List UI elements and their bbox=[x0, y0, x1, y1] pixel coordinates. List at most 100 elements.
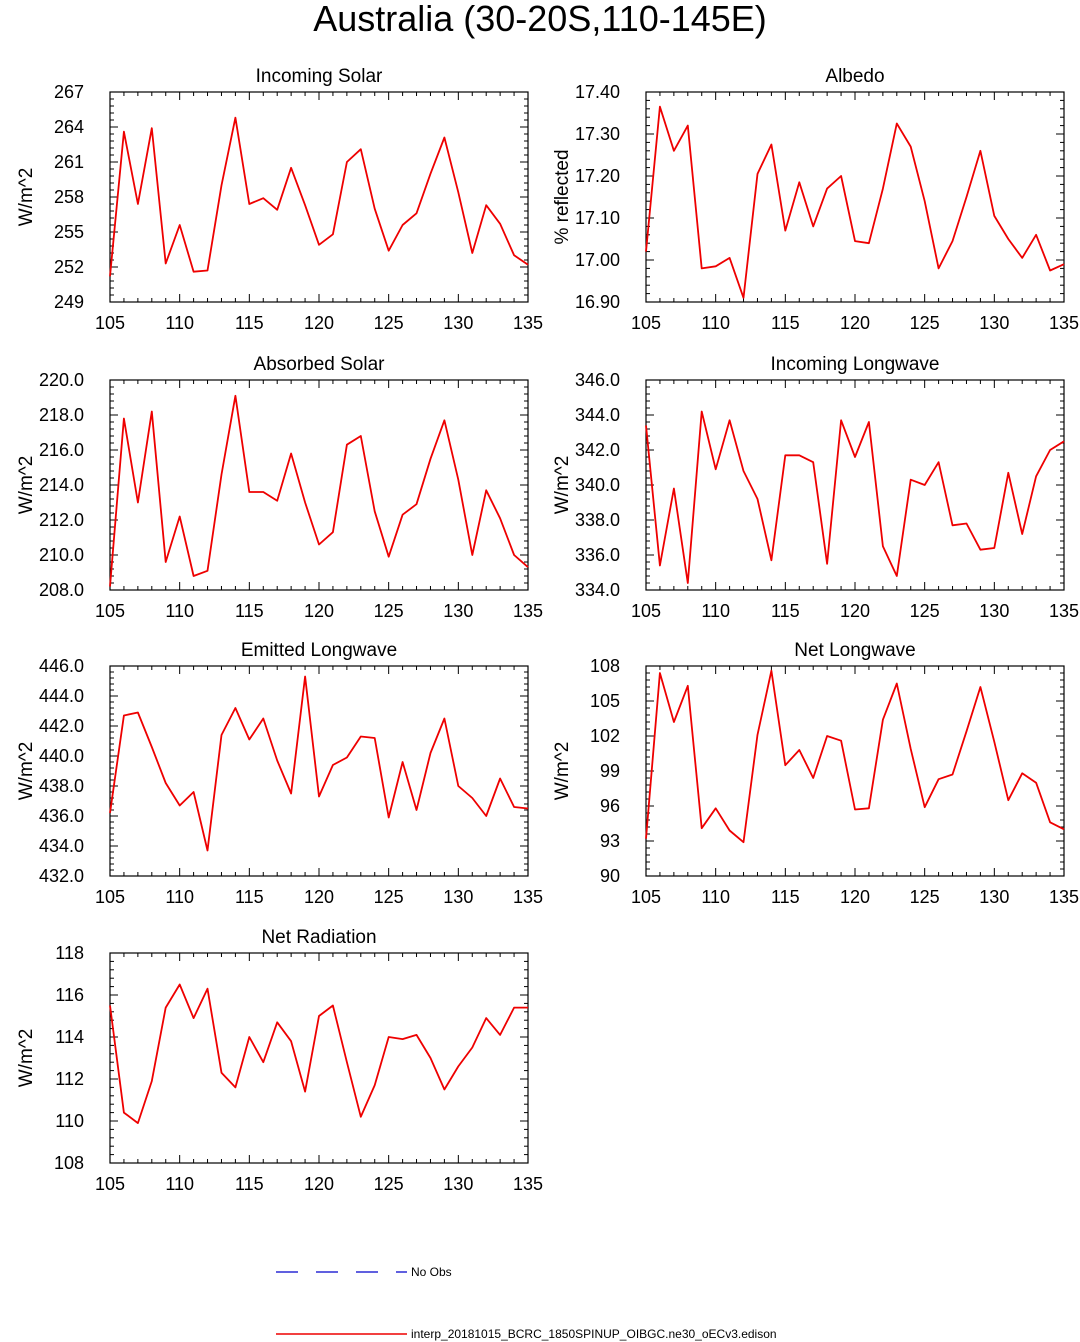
x-tick-label: 135 bbox=[513, 601, 543, 621]
x-tick-label: 105 bbox=[95, 1174, 125, 1194]
y-tick-label: 442.0 bbox=[39, 716, 84, 736]
obs-legend-label: No Obs bbox=[411, 1265, 452, 1279]
y-tick-label: 336.0 bbox=[575, 545, 620, 565]
series-line bbox=[645, 410, 1065, 584]
y-tick-label: 340.0 bbox=[575, 475, 620, 495]
panel-title: Emitted Longwave bbox=[241, 640, 397, 661]
x-tick-label: 110 bbox=[165, 313, 194, 333]
y-axis-label: W/m^2 bbox=[552, 456, 573, 515]
y-tick-label: 17.30 bbox=[575, 124, 620, 144]
x-tick-label: 135 bbox=[513, 1174, 543, 1194]
y-tick-label: 432.0 bbox=[39, 866, 84, 886]
series-line bbox=[109, 394, 529, 587]
y-axis-label: % reflected bbox=[552, 149, 573, 244]
x-tick-label: 135 bbox=[513, 887, 543, 907]
figure-title: Australia (30-20S,110-145E) bbox=[313, 0, 767, 39]
y-tick-label: 258 bbox=[54, 187, 84, 207]
x-tick-label: 105 bbox=[631, 601, 661, 621]
y-tick-label: 446.0 bbox=[39, 656, 84, 676]
panel-2: 105 110 115 120 125 130 135 16.90 17.00 17.10 17.2… bbox=[552, 66, 1079, 333]
y-tick-label: 96 bbox=[600, 796, 620, 816]
y-axis-label: W/m^2 bbox=[16, 1029, 37, 1088]
y-tick-label: 440.0 bbox=[39, 746, 84, 766]
x-tick-label: 120 bbox=[840, 887, 870, 907]
x-tick-label: 125 bbox=[910, 887, 940, 907]
x-tick-label: 125 bbox=[374, 1174, 404, 1194]
x-tick-label: 110 bbox=[165, 601, 194, 621]
series-line bbox=[109, 675, 529, 852]
y-tick-label: 218.0 bbox=[39, 405, 84, 425]
x-tick-label: 125 bbox=[374, 601, 404, 621]
y-tick-label: 252 bbox=[54, 257, 84, 277]
panel-title: Albedo bbox=[825, 66, 884, 87]
panel-6: 105 110 115 120 125 130 135 90 93 96 99 102 105 108 Ne… bbox=[552, 640, 1079, 907]
y-tick-label: 114 bbox=[55, 1027, 84, 1047]
y-tick-label: 99 bbox=[600, 761, 620, 781]
panel-title: Absorbed Solar bbox=[254, 354, 386, 375]
x-tick-label: 115 bbox=[771, 887, 800, 907]
x-tick-label: 115 bbox=[235, 601, 264, 621]
y-tick-label: 438.0 bbox=[39, 776, 84, 796]
x-tick-label: 130 bbox=[979, 887, 1009, 907]
x-tick-label: 110 bbox=[701, 887, 730, 907]
panel-title: Incoming Solar bbox=[256, 66, 383, 87]
y-tick-label: 216.0 bbox=[39, 440, 84, 460]
x-tick-label: 130 bbox=[443, 887, 473, 907]
y-tick-label: 344.0 bbox=[575, 405, 620, 425]
x-tick-label: 115 bbox=[235, 1174, 264, 1194]
y-tick-label: 434.0 bbox=[39, 836, 84, 856]
y-tick-label: 118 bbox=[55, 943, 84, 963]
x-tick-label: 110 bbox=[165, 887, 194, 907]
y-tick-label: 334.0 bbox=[575, 580, 620, 600]
y-tick-label: 249 bbox=[54, 292, 84, 312]
y-tick-label: 255 bbox=[54, 222, 84, 242]
x-tick-label: 120 bbox=[304, 601, 334, 621]
x-tick-label: 110 bbox=[701, 313, 730, 333]
y-tick-label: 264 bbox=[54, 117, 84, 137]
x-tick-label: 120 bbox=[304, 887, 334, 907]
y-tick-label: 17.40 bbox=[575, 82, 620, 102]
x-tick-label: 115 bbox=[235, 887, 264, 907]
x-tick-label: 110 bbox=[701, 601, 730, 621]
x-tick-label: 115 bbox=[771, 601, 800, 621]
y-tick-label: 102 bbox=[590, 726, 620, 746]
x-tick-label: 120 bbox=[304, 313, 334, 333]
series-line bbox=[645, 669, 1065, 844]
x-tick-label: 130 bbox=[979, 313, 1009, 333]
y-tick-label: 90 bbox=[600, 866, 620, 886]
y-tick-label: 17.10 bbox=[575, 208, 620, 228]
y-tick-label: 261 bbox=[54, 152, 84, 172]
y-tick-label: 436.0 bbox=[39, 806, 84, 826]
y-tick-label: 267 bbox=[54, 82, 84, 102]
x-tick-label: 130 bbox=[443, 1174, 473, 1194]
x-tick-label: 130 bbox=[979, 601, 1009, 621]
x-tick-label: 120 bbox=[840, 601, 870, 621]
y-tick-label: 93 bbox=[600, 831, 620, 851]
x-tick-label: 135 bbox=[513, 313, 543, 333]
panel-5: 105 110 115 120 125 130 135 432.0 434.0 436.0 438.… bbox=[16, 640, 543, 907]
x-tick-label: 115 bbox=[235, 313, 264, 333]
y-tick-label: 342.0 bbox=[575, 440, 620, 460]
y-tick-label: 346.0 bbox=[575, 370, 620, 390]
x-tick-label: 120 bbox=[840, 313, 870, 333]
x-tick-label: 105 bbox=[95, 887, 125, 907]
panel-4: 105 110 115 120 125 130 135 334.0 336.0 338.0 340.… bbox=[552, 354, 1079, 621]
panel-title: Incoming Longwave bbox=[771, 354, 940, 375]
y-tick-label: 105 bbox=[590, 691, 620, 711]
y-tick-label: 220.0 bbox=[39, 370, 84, 390]
y-axis-label: W/m^2 bbox=[16, 742, 37, 801]
y-tick-label: 338.0 bbox=[575, 510, 620, 530]
y-axis-label: W/m^2 bbox=[16, 456, 37, 515]
x-tick-label: 105 bbox=[631, 887, 661, 907]
y-tick-label: 116 bbox=[55, 985, 84, 1005]
panel-1: 105 110 115 120 125 130 135 249 252 255 258 261 264 2… bbox=[16, 66, 543, 333]
x-tick-label: 135 bbox=[1049, 601, 1079, 621]
panel-title: Net Radiation bbox=[261, 927, 376, 948]
y-tick-label: 108 bbox=[590, 656, 620, 676]
x-tick-label: 105 bbox=[95, 313, 125, 333]
x-tick-label: 125 bbox=[910, 313, 940, 333]
series-line bbox=[109, 116, 529, 277]
x-tick-label: 110 bbox=[165, 1174, 194, 1194]
y-tick-label: 16.90 bbox=[575, 292, 620, 312]
